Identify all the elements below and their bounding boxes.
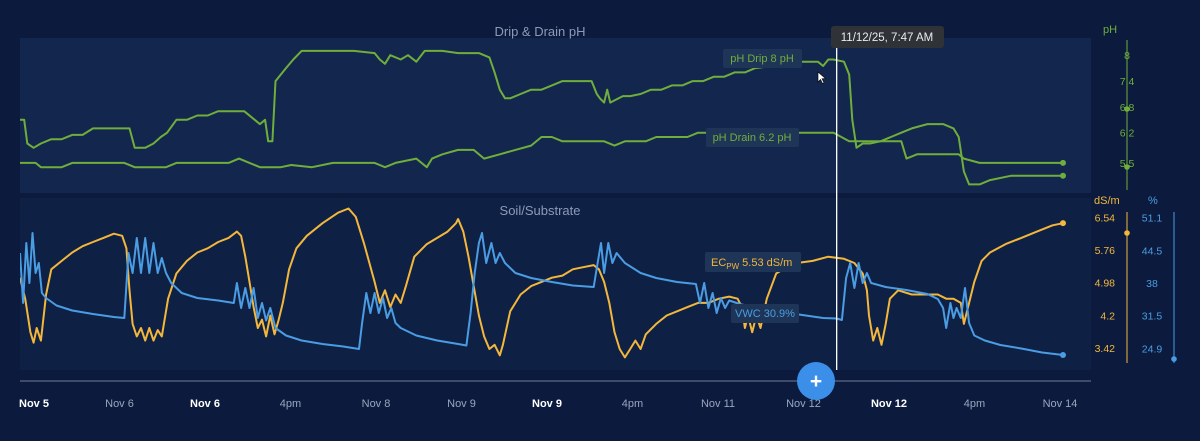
ec-tick-label: 4.98 — [1095, 278, 1116, 290]
ec-callout-subscript: PW — [726, 262, 739, 271]
vwc-end-point — [1060, 352, 1066, 358]
vwc-tick-label: 31.5 — [1142, 311, 1163, 323]
vwc-tick-label: 51.1 — [1142, 213, 1163, 225]
ph-drain-line — [20, 131, 1063, 169]
vwc-tick-label: 24.9 — [1142, 344, 1163, 356]
ec-axis-marker — [1124, 230, 1130, 236]
ph-drain-callout: pH Drain 6.2 pH — [706, 128, 799, 147]
ec-line — [20, 207, 1064, 359]
ec-axis-ticks: 6.54 5.76 4.98 4.2 3.42 — [1095, 212, 1116, 355]
ph-drain-end-point — [1060, 159, 1066, 166]
ec-tick-label: 5.76 — [1095, 245, 1116, 257]
ph-drip-line — [20, 49, 1063, 186]
vwc-tick-label: 44.5 — [1142, 246, 1163, 258]
vwc-axis-label: % — [1148, 195, 1158, 207]
ec-axis-label: dS/m — [1094, 195, 1120, 207]
x-tick-label: Nov 9 — [532, 398, 562, 410]
x-tick-label: 4pm — [622, 398, 643, 410]
vwc-callout: VWC 30.9% — [731, 304, 799, 323]
ph-chart-title: Drip & Drain pH — [494, 24, 585, 39]
ec-callout: ECPW 5.53 dS/m — [705, 252, 801, 272]
ec-end-point — [1060, 220, 1066, 227]
x-tick-label: Nov 8 — [362, 398, 391, 410]
ph-tick-label: 7.4 — [1120, 76, 1135, 88]
timestamp-tooltip: 11/12/25, 7:47 AM — [831, 26, 944, 48]
vwc-tick-label: 38 — [1146, 278, 1158, 290]
x-tick-label: 4pm — [964, 398, 985, 410]
x-tick-label: Nov 5 — [19, 398, 49, 410]
ph-drain-callout-text: pH Drain 6.2 pH — [713, 132, 792, 144]
x-axis-ticks: Nov 5 Nov 6 Nov 6 4pm Nov 8 Nov 9 Nov 9 4pm Nov … — [19, 398, 1077, 410]
x-tick-label: Nov 12 — [786, 398, 821, 410]
add-button[interactable]: + — [797, 362, 835, 400]
x-tick-label: Nov 12 — [871, 398, 907, 410]
ph-drip-axis-marker — [1124, 106, 1130, 112]
x-tick-label: Nov 14 — [1043, 398, 1078, 410]
vwc-axis-ticks: 51.1 44.5 38 31.5 24.9 — [1142, 213, 1163, 356]
timestamp-text: 11/12/25, 7:47 AM — [841, 32, 934, 44]
ec-tick-label: 3.42 — [1095, 343, 1116, 355]
x-tick-label: 4pm — [280, 398, 301, 410]
ph-tick-label: 5.5 — [1120, 158, 1135, 170]
ph-panel-background — [20, 38, 1091, 193]
ph-drip-callout: pH Drip 8 pH — [723, 49, 802, 68]
x-tick-label: Nov 6 — [190, 398, 220, 410]
ec-tick-label: 6.54 — [1095, 212, 1116, 224]
soil-panel-background — [20, 198, 1091, 370]
vwc-callout-text: VWC 30.9% — [735, 308, 795, 320]
ec-tick-label: 4.2 — [1100, 310, 1115, 322]
ph-tick-label: 8 — [1124, 50, 1130, 62]
ec-callout-value: 5.53 dS/m — [742, 257, 792, 269]
vwc-axis-marker — [1171, 356, 1177, 362]
ph-drip-callout-text: pH Drip 8 pH — [730, 53, 794, 65]
x-tick-label: Nov 9 — [447, 398, 476, 410]
ph-drip-end-point — [1060, 172, 1066, 179]
ph-drain-axis-marker — [1124, 164, 1130, 170]
ph-tick-label: 6.2 — [1120, 128, 1135, 140]
vwc-line — [20, 232, 1064, 356]
ph-axis-label: pH — [1103, 24, 1117, 36]
plus-icon: + — [810, 370, 822, 393]
ec-callout-label: EC — [711, 257, 726, 269]
soil-chart-title: Soil/Substrate — [500, 203, 581, 218]
mouse-pointer-icon — [817, 71, 827, 84]
x-tick-label: Nov 11 — [701, 398, 735, 410]
x-tick-label: Nov 6 — [105, 398, 134, 410]
